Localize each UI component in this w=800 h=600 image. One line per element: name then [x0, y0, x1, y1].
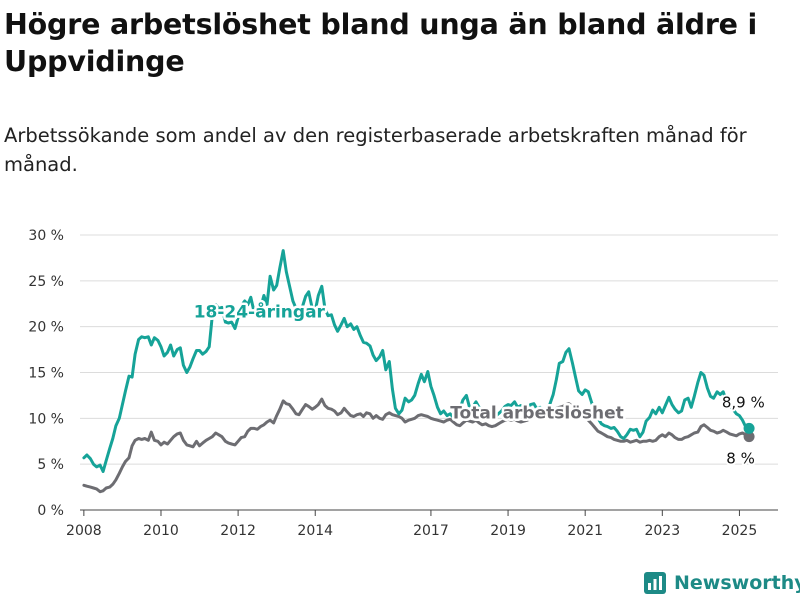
series-line-1 — [82, 397, 751, 494]
x-tick-label: 2021 — [567, 523, 603, 539]
series-label-0: 18-24-åringar — [194, 301, 326, 323]
x-tick-label: 2023 — [644, 523, 680, 539]
y-axis: 0 % 5 % 10 % 15 % 20 % 25 % 30 % — [28, 228, 64, 519]
series-line-0 — [82, 249, 751, 473]
y-tick-label: 10 % — [28, 411, 64, 427]
y-tick-label: 0 % — [37, 503, 64, 519]
y-tick-label: 25 % — [28, 274, 64, 290]
x-axis: 2008 2010 2012 2014 2017 2019 2021 2023 2025 — [66, 509, 778, 539]
series-end-point-1 — [743, 431, 755, 443]
x-tick-label: 2025 — [722, 523, 758, 539]
chart-labels: 18-24-åringar Total arbetslöshet 8,9 % 8 % — [191, 298, 767, 469]
series-end-point-0 — [743, 422, 755, 434]
y-tick-label: 5 % — [37, 457, 64, 473]
page-subtitle: Arbetssökande som andel av den registerb… — [4, 124, 747, 176]
y-tick-label: 20 % — [28, 320, 64, 336]
bar-chart-icon — [644, 572, 666, 594]
x-tick-label: 2010 — [143, 523, 179, 539]
y-tick-label: 30 % — [28, 228, 64, 244]
series-label-1: Total arbetslöshet — [450, 403, 624, 423]
brand-name: Newsworthy — [674, 572, 800, 594]
chart-series — [82, 249, 755, 494]
y-tick-label: 15 % — [28, 366, 64, 382]
x-tick-label: 2012 — [220, 523, 256, 539]
newsworthy-logo: Newsworthy — [644, 569, 800, 597]
series-end-label-1: 8 % — [726, 449, 755, 467]
line-chart: 0 %5 %10 %15 %20 %25 %30 % 2008 2010 2012 2… — [28, 228, 778, 539]
series-end-label-0: 8,9 % — [722, 393, 765, 411]
x-tick-label: 2017 — [413, 523, 449, 539]
x-tick-label: 2019 — [490, 523, 526, 539]
page-title: Högre arbetslöshet bland unga än bland ä… — [4, 8, 758, 78]
x-tick-label: 2014 — [297, 523, 333, 539]
x-tick-label: 2008 — [66, 523, 102, 539]
